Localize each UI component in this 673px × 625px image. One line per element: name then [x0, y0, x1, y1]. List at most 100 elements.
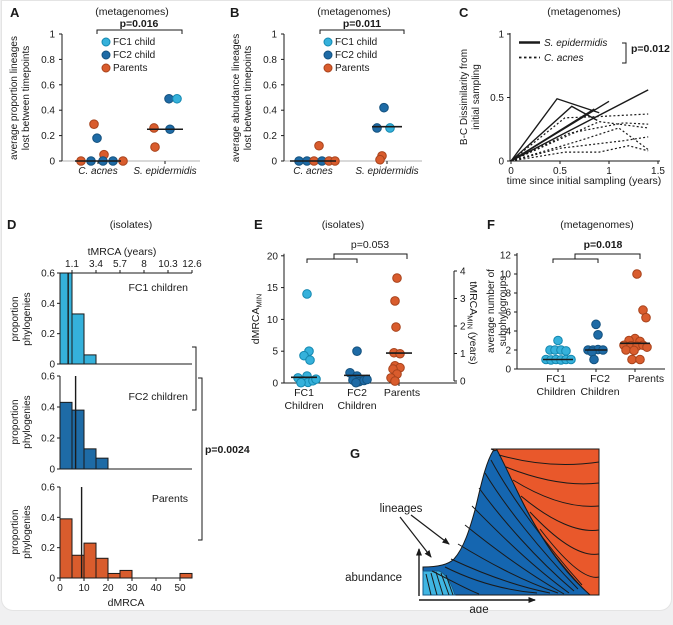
- sepidermidis-line: [510, 105, 598, 162]
- y-tick-label: 0: [505, 365, 511, 376]
- y-tick-label: 0.6: [41, 483, 55, 494]
- data-point: [641, 312, 651, 323]
- y-tick-label: 0.8: [263, 55, 277, 66]
- data-point: [390, 296, 400, 306]
- top-x-tick-label: 8: [141, 259, 147, 270]
- data-point: [149, 123, 159, 133]
- panel-a-title: (metagenomes): [95, 6, 169, 18]
- panel-label-e: E: [254, 217, 263, 232]
- data-point: [591, 319, 601, 330]
- data-point: [302, 289, 312, 299]
- y-tick-label: 0.6: [263, 80, 277, 91]
- panel-e-category-fc2: FC2: [347, 387, 367, 399]
- data-point: [589, 354, 599, 365]
- x-tick-label: 20: [102, 583, 114, 594]
- histogram-bar: [59, 401, 73, 470]
- y-tick-label: 0.2: [41, 543, 55, 554]
- panel-d-row1-label: FC1 children: [128, 282, 188, 294]
- panel-c-legend-sepidermidis: S. epidermidis: [544, 38, 607, 49]
- panel-f-category-fc2: FC2: [590, 373, 610, 385]
- panel-f-category-fc1-line2: Children: [536, 386, 575, 398]
- panel-c-pvalue: p=0.012: [631, 43, 670, 55]
- panel-label-c: C: [459, 5, 469, 20]
- histogram-bar: [83, 448, 97, 470]
- y-tick-label: 0.5: [490, 93, 504, 104]
- data-point: [621, 345, 631, 355]
- histogram-bar: [83, 542, 97, 579]
- top-x-tick-label: 3.4: [89, 259, 103, 270]
- panel-a-legend-fc1: FC1 child: [113, 37, 155, 48]
- panel-label-b: B: [230, 5, 239, 20]
- top-x-tick-label: 12.6: [182, 259, 202, 270]
- y-tick-label: 12: [500, 251, 512, 262]
- panel-d-row2-ylabel-line1: proportion: [10, 399, 21, 444]
- panel-b-significance-bracket: [319, 29, 405, 34]
- y-tick-label: 0: [498, 157, 504, 168]
- top-x-tick-label: 10.3: [158, 259, 178, 270]
- panel-a-significance-bracket: [96, 29, 183, 34]
- legend-dot: [323, 37, 333, 47]
- figure-card: A (metagenomes) p=0.016 average proporti…: [1, 0, 672, 613]
- y-tick-label: 0.4: [263, 106, 277, 117]
- data-point: [553, 335, 563, 346]
- histogram-bar: [107, 572, 121, 579]
- panel-d-top-axis-title: tMRCA (years): [88, 246, 157, 258]
- histogram-bar: [83, 354, 97, 365]
- data-point: [351, 377, 361, 388]
- legend-dot: [323, 63, 333, 73]
- cacnes-line: [510, 122, 649, 162]
- y-tick-label: 0.8: [41, 55, 55, 66]
- panel-e-category-parents: Parents: [384, 387, 420, 399]
- data-point: [627, 354, 637, 365]
- panel-a-ylabel-line2: lost between timepoints: [21, 46, 32, 151]
- x-tick-label: 0.5: [553, 166, 567, 177]
- panel-b-legend-fc2: FC2 child: [335, 50, 377, 61]
- panel-d-row2-label: FC2 children: [128, 391, 188, 403]
- y-tick-label: 20: [267, 251, 279, 262]
- y-tick-label: 0.4: [41, 299, 55, 310]
- panel-f-ylabel-line2: subphylogroups: [498, 276, 509, 347]
- panel-label-a: A: [10, 5, 20, 20]
- data-point: [164, 93, 174, 104]
- y-tick-label: 8: [505, 289, 511, 300]
- panel-b-category-sepidermidis: S. epidermidis: [355, 166, 418, 177]
- panel-b-pvalue: p=0.011: [343, 18, 381, 30]
- data-point: [372, 123, 382, 133]
- y-tick-label: 0: [272, 379, 278, 390]
- data-point: [375, 154, 385, 165]
- y-tick-label: 0.2: [263, 131, 277, 142]
- panel-f-category-fc1: FC1: [546, 373, 566, 385]
- histogram-bar: [59, 518, 73, 579]
- lineages-label: lineages: [380, 503, 423, 515]
- y-tick-label: 0.2: [41, 434, 55, 445]
- data-point: [635, 354, 645, 365]
- legend-dot: [101, 37, 111, 47]
- data-point: [629, 345, 639, 356]
- panel-label-g: G: [350, 446, 360, 461]
- y-tick-label: 0.4: [41, 403, 55, 414]
- panel-f-outer-bracket: [574, 253, 641, 259]
- panel-e-outer-bracket: [333, 253, 408, 259]
- data-point: [172, 93, 182, 104]
- x-tick-label: 1: [606, 166, 612, 177]
- cacnes-line: [510, 136, 649, 162]
- y-tick-label: 1: [49, 30, 55, 41]
- top-x-tick-label: 1.1: [65, 259, 79, 270]
- data-point: [390, 376, 400, 386]
- data-point: [561, 346, 571, 356]
- cacnes-line: [510, 113, 649, 162]
- panel-f-inner-bracket: [552, 258, 599, 263]
- y-tick-label: 0: [49, 157, 55, 168]
- y-tick-label: 5: [272, 347, 278, 358]
- data-point: [150, 142, 160, 152]
- histogram-bar: [119, 569, 133, 579]
- muller-orange-lineage-lines: [498, 454, 600, 578]
- panel-a-pvalue: p=0.016: [120, 18, 159, 30]
- y-tick-label: 6: [505, 308, 511, 319]
- x-tick-label: 40: [150, 583, 162, 594]
- y-tick-label: 2: [505, 346, 511, 357]
- abundance-axis-label: abundance: [345, 572, 402, 584]
- panel-e-pvalue: p=0.053: [351, 239, 389, 251]
- right-y-tick-label: 3: [460, 294, 466, 305]
